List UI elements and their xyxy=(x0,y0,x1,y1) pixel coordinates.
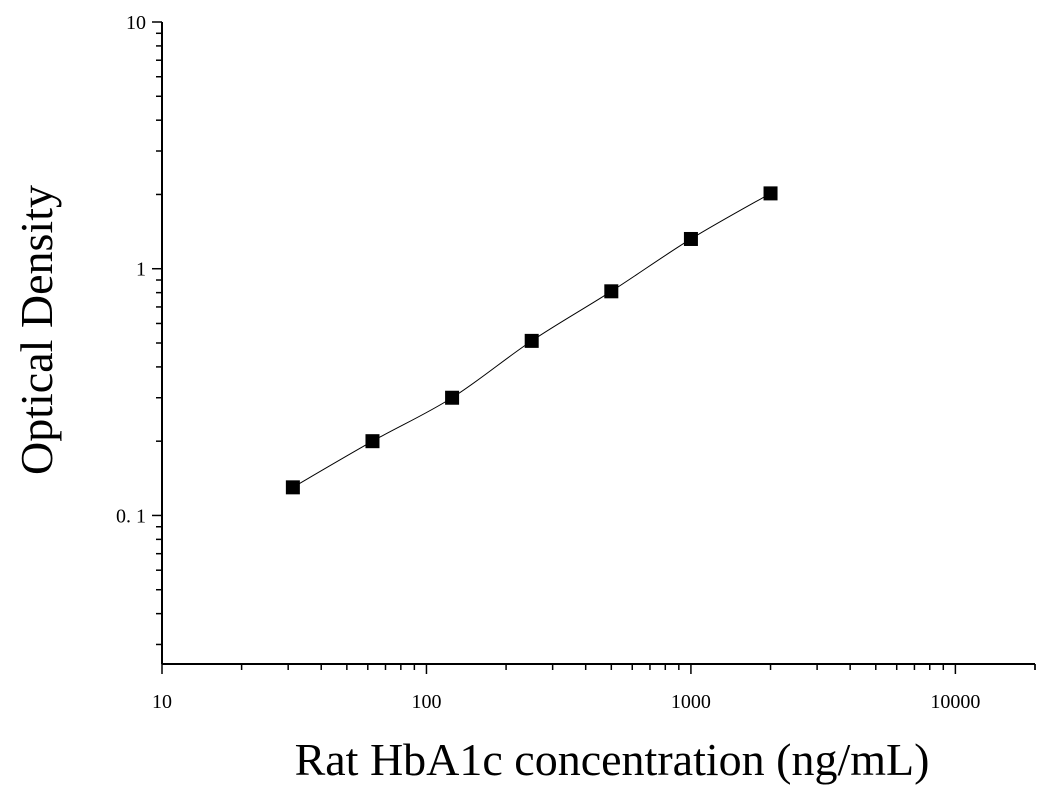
y-tick-label: 1 xyxy=(136,259,146,281)
axes xyxy=(161,22,1035,665)
x-tick-label: 10000 xyxy=(930,691,980,713)
data-points xyxy=(285,186,778,495)
data-point xyxy=(285,480,300,495)
y-tick-label: 10 xyxy=(126,12,146,34)
tick-labels: 10 100 1000 10000 0. 1 1 10 xyxy=(116,12,980,713)
data-point xyxy=(763,186,778,201)
data-point xyxy=(604,284,619,299)
x-tick-label: 10 xyxy=(152,691,172,713)
data-point xyxy=(683,231,698,246)
x-tick-label: 1000 xyxy=(671,691,711,713)
y-tick-label: 0. 1 xyxy=(116,505,146,527)
data-point xyxy=(524,333,539,348)
x-tick-label: 100 xyxy=(411,691,441,713)
tick-marks xyxy=(152,21,1036,674)
y-axis-title: Optical Density xyxy=(11,185,62,475)
x-axis-title: Rat HbA1c concentration (ng/mL) xyxy=(295,734,930,785)
data-point xyxy=(365,434,380,449)
data-point xyxy=(445,390,460,405)
